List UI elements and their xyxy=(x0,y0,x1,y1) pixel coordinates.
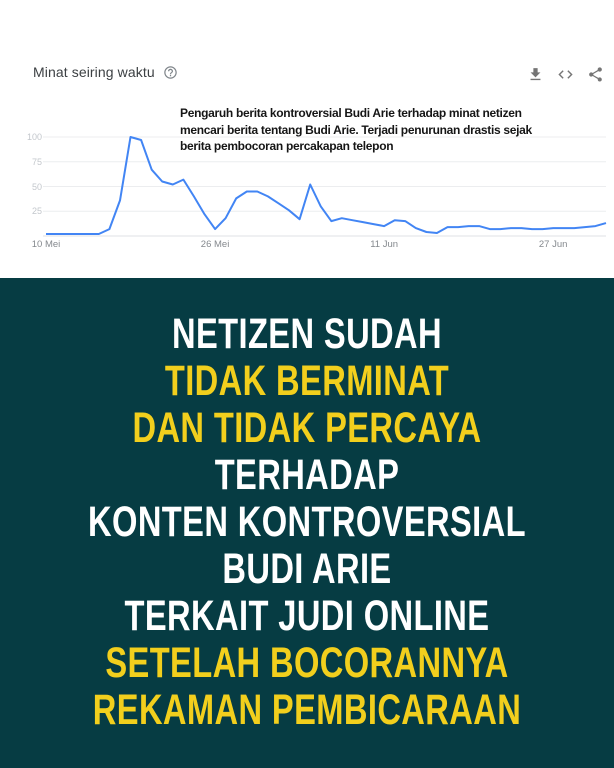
widget-title: Minat seiring waktu xyxy=(33,64,155,80)
help-icon[interactable] xyxy=(163,65,178,80)
poster-line: TIDAK BERMINAT xyxy=(164,357,450,405)
download-icon[interactable] xyxy=(527,66,544,83)
trends-header: Minat seiring waktu xyxy=(33,64,178,80)
x-tick-label: 11 Jun xyxy=(370,239,399,250)
y-tick-label: 25 xyxy=(31,206,42,217)
y-tick-label: 100 xyxy=(26,132,42,142)
poster-line: REKAMAN PEMBICARAAN xyxy=(92,686,522,734)
y-tick-label: 50 xyxy=(31,181,42,192)
trends-widget: Minat seiring waktu Pengaruh berita kont… xyxy=(0,0,614,278)
x-tick-label: 26 Mei xyxy=(200,239,230,250)
x-tick-label: 10 Mei xyxy=(31,239,61,250)
poster-line: DAN TIDAK PERCAYA xyxy=(132,404,482,452)
poster-section: NETIZEN SUDAH TIDAK BERMINAT DAN TIDAK P… xyxy=(0,278,614,768)
poster-line: SETELAH BOCORANNYA xyxy=(105,639,509,687)
trends-chart[interactable]: 100 75 50 25 10 Mei 26 Mei 11 Jun 27 Jun xyxy=(0,0,614,250)
poster-line: NETIZEN SUDAH xyxy=(171,310,443,358)
poster-line: BUDI ARIE xyxy=(222,545,392,593)
share-icon[interactable] xyxy=(587,66,604,83)
poster-line: TERKAIT JUDI ONLINE xyxy=(124,592,490,640)
embed-code-icon[interactable] xyxy=(557,66,574,83)
trends-toolbar xyxy=(527,66,604,83)
poster-line: KONTEN KONTROVERSIAL xyxy=(88,498,526,546)
chart-annotation: Pengaruh berita kontroversial Budi Arie … xyxy=(180,106,532,153)
x-tick-label: 27 Jun xyxy=(538,239,568,250)
y-tick-label: 75 xyxy=(31,156,42,167)
trend-line-svg xyxy=(46,137,606,236)
y-axis-labels: 100 75 50 25 xyxy=(16,0,42,216)
poster-line: TERHADAP xyxy=(214,451,400,499)
